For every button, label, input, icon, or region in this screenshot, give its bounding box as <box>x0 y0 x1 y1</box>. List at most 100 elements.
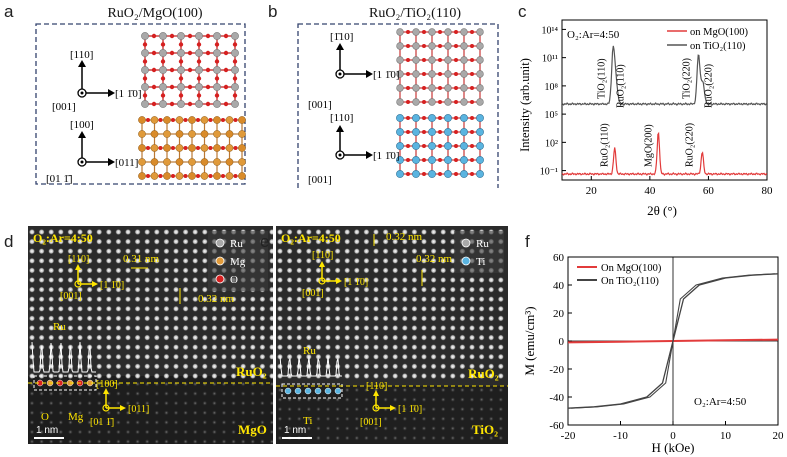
ru-atom <box>231 49 239 57</box>
y-tick-label: 40 <box>553 280 565 292</box>
atom-column <box>163 267 170 274</box>
atom-column <box>192 334 199 341</box>
atom-column <box>57 228 64 236</box>
peak-label: RuO₂(110) <box>599 123 610 167</box>
atom-column <box>182 315 189 322</box>
atom-column <box>67 429 73 435</box>
atom-column <box>192 324 199 332</box>
atom-column <box>479 416 485 422</box>
atom-column <box>344 257 351 264</box>
e-int-right: [1 1̄0] <box>398 404 422 415</box>
atom-column <box>240 400 246 406</box>
atom-column <box>392 387 398 393</box>
atom-column <box>115 400 121 406</box>
atom-column <box>276 276 284 284</box>
atom-column <box>115 286 122 293</box>
atom-column <box>211 344 218 351</box>
o-atom <box>171 146 175 150</box>
atom-column <box>334 353 341 360</box>
ru-atom <box>428 98 436 106</box>
atom-column <box>220 353 228 360</box>
atom-column <box>353 248 360 255</box>
mg-atom <box>150 116 159 124</box>
atom-column <box>183 400 189 406</box>
atom-column <box>324 296 332 303</box>
atom-column <box>57 276 64 284</box>
atom-column <box>220 372 228 380</box>
atom-column <box>163 439 169 444</box>
o-atom <box>454 158 458 162</box>
atom-column <box>449 372 456 380</box>
atom-column <box>430 305 437 312</box>
b-bot-up-label: [110] <box>330 112 353 124</box>
atom-column <box>249 324 256 332</box>
atom-column <box>153 353 160 360</box>
atom-column <box>449 286 456 293</box>
atom-column <box>334 305 341 312</box>
atom-column <box>163 228 170 236</box>
atom-column <box>182 257 189 264</box>
o-atom <box>422 116 426 120</box>
atom-column <box>86 363 93 370</box>
atom-column <box>163 238 170 245</box>
x-tick-label: -10 <box>613 430 628 442</box>
d-atom-ru: Ru <box>53 321 66 333</box>
atom-column <box>344 276 351 284</box>
atom-column <box>172 267 180 274</box>
atom-column <box>305 257 312 264</box>
atom-column <box>296 425 302 431</box>
atom-column <box>67 391 73 397</box>
o-atom <box>151 84 157 90</box>
atom-column <box>411 248 418 255</box>
atom-column <box>420 248 428 255</box>
o-atom <box>208 118 213 122</box>
atom-column <box>296 334 303 341</box>
mg-atom <box>200 158 209 166</box>
o-atom <box>438 58 442 62</box>
atom-column <box>344 238 351 245</box>
y-tick-label: 10⁸ <box>545 82 559 93</box>
atom-column <box>240 429 246 435</box>
atom-column <box>29 429 35 435</box>
atom-column <box>276 324 284 332</box>
ru-atom <box>141 100 149 108</box>
mg-atom <box>188 172 196 180</box>
atom-column <box>77 419 83 425</box>
atom-column <box>230 363 237 370</box>
atom-column <box>269 439 273 444</box>
atom-column <box>76 248 84 255</box>
atom-column <box>497 344 504 351</box>
atom-column <box>58 400 64 406</box>
atom-column <box>211 372 218 380</box>
o-atom <box>422 44 426 48</box>
atom-column <box>344 324 351 332</box>
atom-column <box>315 286 322 293</box>
ru-atom <box>444 70 452 78</box>
atom-column <box>105 248 113 255</box>
atom-column <box>430 363 437 370</box>
atom-column <box>488 344 495 351</box>
atom-column <box>382 372 389 380</box>
atom-column <box>431 425 437 431</box>
atom-column <box>276 257 284 264</box>
atom-column <box>431 397 437 403</box>
atom-column <box>86 267 93 274</box>
atom-column <box>163 257 170 264</box>
atom-column <box>115 334 122 341</box>
o-atom <box>470 158 474 162</box>
series-tio2-line <box>561 45 768 106</box>
atom-column <box>392 305 399 312</box>
atom-column <box>259 334 266 341</box>
atom-column <box>372 344 380 351</box>
atom-column <box>144 248 151 255</box>
atom-column <box>450 406 456 412</box>
atom-column <box>135 391 141 397</box>
atom-column <box>67 238 74 245</box>
atom-column <box>286 257 293 264</box>
atom-column <box>411 267 418 274</box>
atom-column <box>28 363 36 370</box>
atom-column <box>39 429 45 435</box>
atom-column <box>401 344 408 351</box>
b-top-right-label: [1 1̄0] <box>373 69 400 81</box>
o-atom <box>214 76 220 81</box>
